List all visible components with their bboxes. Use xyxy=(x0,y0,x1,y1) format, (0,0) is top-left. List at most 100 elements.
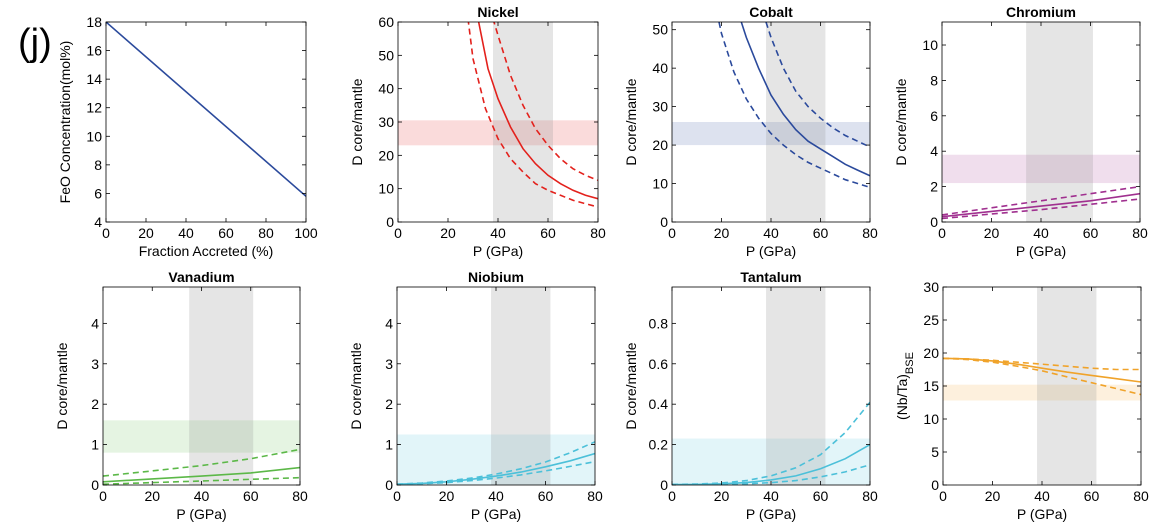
x-axis-label: P (GPa) xyxy=(176,506,226,522)
y-tick-label: 18 xyxy=(86,14,102,30)
series-line-dashed-1 xyxy=(397,441,595,485)
y-tick-label: 14 xyxy=(86,71,102,87)
x-tick-label: 40 xyxy=(1034,488,1050,504)
y-tick-label: 40 xyxy=(378,81,394,97)
plot-area xyxy=(106,22,306,197)
x-tick-label: 60 xyxy=(243,488,259,504)
y-tick-label: 15 xyxy=(923,378,939,394)
x-tick-label: 80 xyxy=(258,225,274,241)
y-tick-label: 30 xyxy=(378,114,394,130)
y-tick-label: 40 xyxy=(652,60,668,76)
y-tick-label: 0 xyxy=(931,477,939,493)
series-line-dashed-1 xyxy=(943,357,1141,371)
x-tick-label: 40 xyxy=(763,488,779,504)
chart-title: Tantalum xyxy=(740,269,801,285)
y-tick-label: 8 xyxy=(930,72,938,88)
target-band xyxy=(103,420,300,453)
chart-title: Niobium xyxy=(468,269,524,285)
subplot-4: 0 20 40 60 80 0 1 2 3 4 Vanadium P (GPa) D core/mant… xyxy=(54,269,308,522)
plot-area xyxy=(942,22,1140,222)
y-tick-label: 10 xyxy=(652,176,668,192)
x-tick-label: 60 xyxy=(813,225,829,241)
x-tick-label: 20 xyxy=(138,225,154,241)
pressure-band xyxy=(189,287,254,485)
x-tick-label: 0 xyxy=(99,488,107,504)
x-tick-label: 80 xyxy=(1133,488,1149,504)
x-tick-label: 40 xyxy=(178,225,194,241)
y-tick-label: 25 xyxy=(923,312,939,328)
x-tick-label: 20 xyxy=(144,488,160,504)
x-tick-label: 40 xyxy=(490,225,506,241)
y-tick-label: 4 xyxy=(385,315,393,331)
y-tick-label: 12 xyxy=(86,100,102,116)
x-tick-label: 80 xyxy=(862,225,878,241)
x-tick-label: 60 xyxy=(1084,488,1100,504)
y-tick-label: 30 xyxy=(923,279,939,295)
y-tick-label: 8 xyxy=(94,157,102,173)
y-tick-label: 10 xyxy=(922,37,938,53)
x-tick-label: 0 xyxy=(939,488,947,504)
pressure-band xyxy=(766,287,826,485)
x-tick-label: 20 xyxy=(439,488,455,504)
x-tick-label: 0 xyxy=(938,225,946,241)
y-axis-label: D core/mantle xyxy=(623,78,639,165)
x-tick-label: 40 xyxy=(1033,225,1049,241)
x-tick-label: 40 xyxy=(488,488,504,504)
series-line-0 xyxy=(740,22,870,177)
series-line-0 xyxy=(106,22,306,197)
series-line-0 xyxy=(942,192,1140,218)
y-axis-label: D core/mantle xyxy=(349,78,365,165)
x-tick-label: 20 xyxy=(714,488,730,504)
y-axis-label: D core/mantle xyxy=(893,78,909,165)
y-tick-label: 4 xyxy=(930,143,938,159)
y-tick-label: 0.4 xyxy=(649,396,669,412)
panel-label: (j) xyxy=(18,22,52,64)
plot-area xyxy=(397,287,595,485)
subplot-0: 0 20 40 60 80 100 4 6 8 10 12 14 16 18 Fraction Accret… xyxy=(57,14,318,259)
y-tick-label: 50 xyxy=(652,22,668,38)
y-tick-label: 10 xyxy=(86,128,102,144)
y-tick-label: 2 xyxy=(91,396,99,412)
y-tick-label: 3 xyxy=(385,356,393,372)
pressure-band xyxy=(493,22,553,222)
series-line-0 xyxy=(103,466,300,483)
x-tick-label: 60 xyxy=(813,488,829,504)
series-line-dashed-1 xyxy=(672,401,870,485)
x-axis-label: P (GPa) xyxy=(471,506,521,522)
pressure-band xyxy=(766,22,826,222)
subplot-3: 0 20 40 60 80 0 2 4 6 8 10 Chromium P (GPa) D core/ma… xyxy=(893,4,1148,259)
x-tick-label: 60 xyxy=(218,225,234,241)
x-tick-label: 80 xyxy=(1132,225,1148,241)
x-tick-label: 60 xyxy=(1083,225,1099,241)
y-tick-label: 2 xyxy=(930,179,938,195)
y-tick-label: 0 xyxy=(660,477,668,493)
x-axis-label: P (GPa) xyxy=(746,506,796,522)
x-tick-label: 20 xyxy=(714,225,730,241)
y-tick-label: 50 xyxy=(378,47,394,63)
series-line-dashed-2 xyxy=(718,22,870,189)
x-tick-label: 40 xyxy=(194,488,210,504)
y-tick-label: 0 xyxy=(386,214,394,230)
x-tick-label: 0 xyxy=(393,488,401,504)
y-tick-label: 0.2 xyxy=(649,437,669,453)
series-line-dashed-2 xyxy=(672,464,870,485)
y-tick-label: 6 xyxy=(94,185,102,201)
y-tick-label: 5 xyxy=(931,444,939,460)
target-band xyxy=(943,384,1141,401)
y-tick-label: 60 xyxy=(378,14,394,30)
x-tick-label: 80 xyxy=(587,488,603,504)
y-tick-label: 1 xyxy=(91,437,99,453)
series-line-dashed-1 xyxy=(765,22,870,148)
chart-title: Cobalt xyxy=(749,4,793,20)
x-tick-label: 60 xyxy=(540,225,556,241)
plot-area xyxy=(398,22,598,222)
axes-frame xyxy=(105,21,307,223)
y-tick-label: 10 xyxy=(378,181,394,197)
y-tick-label: 0.6 xyxy=(649,356,669,372)
pressure-band xyxy=(491,287,551,485)
chart-title: Nickel xyxy=(477,4,518,20)
pressure-band xyxy=(1037,287,1097,485)
y-tick-label: 0 xyxy=(385,477,393,493)
y-tick-label: 0 xyxy=(91,477,99,493)
